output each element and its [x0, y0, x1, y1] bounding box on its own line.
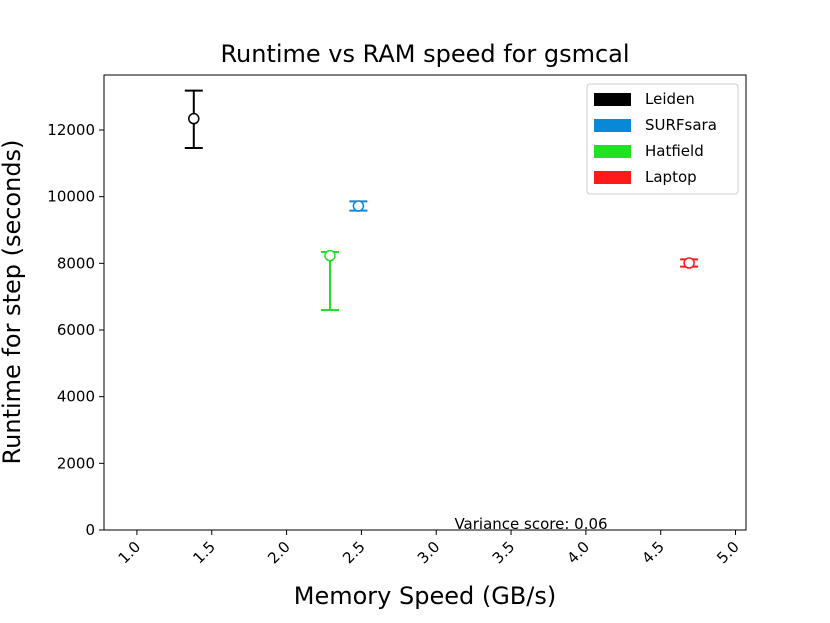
y-axis-label: Runtime for step (seconds)	[0, 140, 26, 465]
y-tick-label: 8000	[57, 254, 95, 272]
y-tick-label: 0	[85, 521, 95, 539]
legend-swatch-surfsara	[594, 119, 631, 132]
x-tick-label: 3.0	[414, 538, 444, 568]
y-tick-label: 12000	[47, 121, 95, 139]
data-point-laptop	[680, 257, 699, 269]
y-tick-label: 6000	[57, 321, 95, 339]
legend: Leiden SURFsara Hatfield Laptop	[586, 83, 739, 195]
x-tick-label: 2.5	[339, 538, 369, 568]
x-axis-label: Memory Speed (GB/s)	[294, 582, 556, 610]
legend-swatch-hatfield	[594, 145, 631, 158]
legend-label-laptop: Laptop	[645, 168, 697, 186]
data-marker	[683, 257, 695, 269]
x-tick-label: 4.5	[638, 538, 668, 568]
data-point-leiden	[184, 89, 203, 149]
y-tick-label: 2000	[57, 454, 95, 472]
x-tick-label: 5.0	[713, 538, 743, 568]
legend-label-leiden: Leiden	[645, 90, 695, 108]
legend-swatch-laptop	[594, 171, 631, 184]
variance-score-annotation: Variance score: 0.06	[454, 515, 607, 533]
series-markers	[184, 89, 699, 311]
data-marker	[352, 200, 365, 212]
data-marker	[188, 112, 200, 125]
data-point-hatfield	[320, 249, 339, 311]
legend-swatch-leiden	[594, 93, 631, 106]
legend-label-surfsara: SURFsara	[645, 116, 717, 134]
y-axis-ticks: 0 2000 4000 6000 8000 10000 12000	[47, 121, 104, 539]
data-marker	[324, 249, 336, 262]
legend-label-hatfield: Hatfield	[645, 142, 704, 160]
chart-title: Runtime vs RAM speed for gsmcal	[220, 40, 629, 68]
data-point-surfsara	[349, 200, 368, 212]
x-tick-label: 4.0	[564, 538, 594, 568]
y-tick-label: 4000	[57, 388, 95, 406]
legend-box	[586, 83, 739, 195]
x-tick-label: 1.0	[115, 538, 145, 568]
x-tick-label: 3.5	[489, 538, 519, 568]
y-tick-label: 10000	[47, 188, 95, 206]
x-axis-ticks: 1.0 1.5 2.0 2.5 3.0 3.5 4.0 4.5 5.0	[115, 530, 743, 567]
x-tick-label: 1.5	[189, 538, 219, 568]
x-tick-label: 2.0	[264, 538, 294, 568]
